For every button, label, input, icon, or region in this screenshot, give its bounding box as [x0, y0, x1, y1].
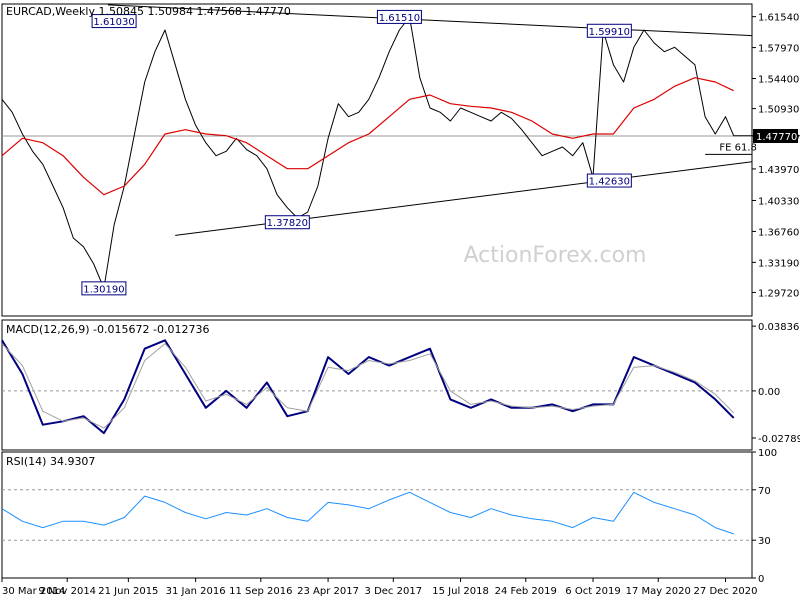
- watermark: ActionForex.com: [464, 243, 647, 268]
- price-point-label: 1.61510: [376, 9, 422, 24]
- price-point-label-text: 1.37820: [267, 218, 308, 229]
- price-point-label: 1.61030: [91, 14, 137, 29]
- price-ytick-label: 1.54400: [758, 75, 799, 86]
- x-tick-label: 17 May 2020: [626, 586, 691, 597]
- x-tick-label: 9 Nov 2014: [38, 586, 96, 597]
- price-point-label: 1.59910: [586, 23, 632, 38]
- price-series-close: [1, 16, 800, 289]
- rsi-series-rsi: [1, 491, 734, 535]
- price-ytick-label: 1.50930: [758, 105, 799, 116]
- macd-ytick-label: 0.00: [758, 387, 780, 398]
- price-point-label-text: 1.30190: [83, 284, 124, 295]
- x-tick-label: 15 Jul 2018: [432, 586, 489, 597]
- macd-ytick-label: 0.038368: [758, 322, 800, 333]
- price-point-label-box: [586, 173, 632, 188]
- price-ytick-label: 1.61540: [758, 13, 799, 24]
- rsi-title: RSI(14) 34.9307: [6, 455, 95, 468]
- price-point-label-text: 1.61030: [93, 17, 134, 28]
- price-title: EURCAD,Weekly 1.50845 1.50984 1.47568 1.…: [6, 5, 291, 18]
- fe-label: FE 61.8: [719, 142, 757, 153]
- last-price-badge: [753, 128, 798, 143]
- x-tick-label: 30 Mar 2014: [2, 586, 65, 597]
- x-tick-label: 23 Apr 2017: [297, 586, 359, 597]
- price-point-label: 1.37820: [264, 215, 310, 230]
- x-tick-label: 3 Dec 2017: [365, 586, 423, 597]
- x-tick-label: 11 Sep 2016: [229, 586, 292, 597]
- price-ytick-label: 1.43970: [758, 165, 799, 176]
- last-price-label: 1.47770: [756, 132, 797, 143]
- macd-series-signal: [1, 343, 735, 429]
- price-point-label-box: [91, 14, 137, 29]
- price-point-label-box: [586, 23, 632, 38]
- x-tick-label: 24 Feb 2019: [495, 586, 557, 597]
- rsi-ytick-label: 70: [758, 486, 771, 497]
- price-point-label: 1.30190: [81, 281, 127, 296]
- macd-panel: 0.038368 0.00 -0.027897: [1, 322, 800, 445]
- price-point-label-text: 1.42630: [589, 177, 630, 188]
- rsi-ytick-label: 100: [758, 448, 777, 459]
- price-series-ma: [1, 77, 734, 196]
- price-point-label-box: [376, 9, 422, 24]
- x-tick-label: 27 Dec 2020: [694, 586, 758, 597]
- price-point-label-box: [264, 215, 310, 230]
- price-point-label: 1.42630: [586, 173, 632, 188]
- price-ytick-label: 1.36760: [758, 227, 799, 238]
- rsi-ytick-label: 30: [758, 536, 771, 547]
- macd-ytick-label: -0.027897: [758, 434, 800, 445]
- price-ytick-label: 1.33190: [758, 258, 799, 269]
- x-tick-label: 6 Oct 2019: [565, 586, 620, 597]
- x-tick-label: 21 Jun 2015: [98, 586, 158, 597]
- price-ytick-label: 1.57970: [758, 44, 799, 55]
- macd-title: MACD(12,26,9) -0.015672 -0.012736: [6, 323, 209, 336]
- price-point-label-box: [81, 281, 127, 296]
- price-frame: [1, 3, 753, 317]
- price-panel: 1.61540 1.57970 1.54400 1.50930 1.47770 1.439…: [1, 4, 800, 299]
- price-ytick-label: 1.29720: [758, 288, 799, 299]
- price-ytick-label: 1.40330: [758, 196, 799, 207]
- rsi-panel: 100 70 30 0: [1, 448, 777, 585]
- price-point-label-text: 1.59910: [589, 27, 630, 38]
- macd-frame: [1, 319, 753, 451]
- x-tick-label: 31 Jan 2016: [166, 586, 226, 597]
- rsi-frame: [1, 451, 753, 579]
- price-point-label-text: 1.61510: [379, 13, 420, 24]
- rsi-ytick-label: 0: [758, 574, 764, 585]
